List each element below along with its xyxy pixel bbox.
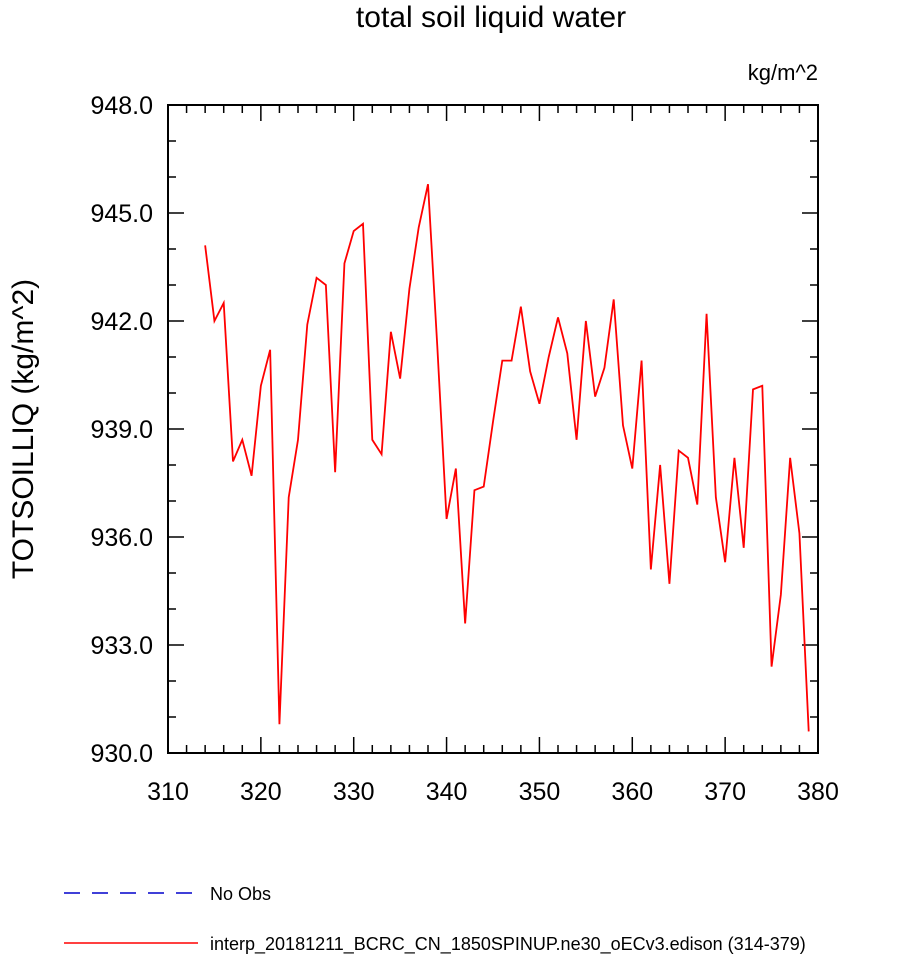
axis-ticks [167, 104, 819, 754]
series-line [204, 184, 810, 732]
x-tick-label: 330 [333, 778, 375, 806]
legend-label: No Obs [210, 884, 271, 904]
y-tick-label: 933.0 [90, 632, 153, 660]
y-tick-label: 948.0 [90, 92, 153, 120]
x-tick-label: 310 [147, 778, 189, 806]
y-tick-label: 936.0 [90, 524, 153, 552]
y-axis-label: TOTSOILLIQ (kg/m^2) [7, 279, 40, 579]
x-tick-label: 350 [519, 778, 561, 806]
x-tick-label: 320 [240, 778, 282, 806]
legend-label: interp_20181211_BCRC_CN_1850SPINUP.ne30_… [210, 934, 806, 955]
y-tick-label: 930.0 [90, 740, 153, 768]
x-tick-label: 340 [426, 778, 468, 806]
chart-title: total soil liquid water [356, 1, 626, 34]
x-tick-label: 380 [797, 778, 839, 806]
y-tick-label: 942.0 [90, 308, 153, 336]
tick-labels: 310 320 330 340 350 360 370 380 930.0 933.0 936.0 9… [90, 92, 838, 806]
units-label: kg/m^2 [748, 60, 818, 85]
x-tick-label: 370 [704, 778, 746, 806]
legend: No Obs interp_20181211_BCRC_CN_1850SPINUP… [64, 884, 806, 955]
x-tick-label: 360 [611, 778, 653, 806]
y-tick-label: 945.0 [90, 200, 153, 228]
series-layer [204, 184, 810, 732]
y-tick-label: 939.0 [90, 416, 153, 444]
plot-frame [167, 104, 819, 754]
